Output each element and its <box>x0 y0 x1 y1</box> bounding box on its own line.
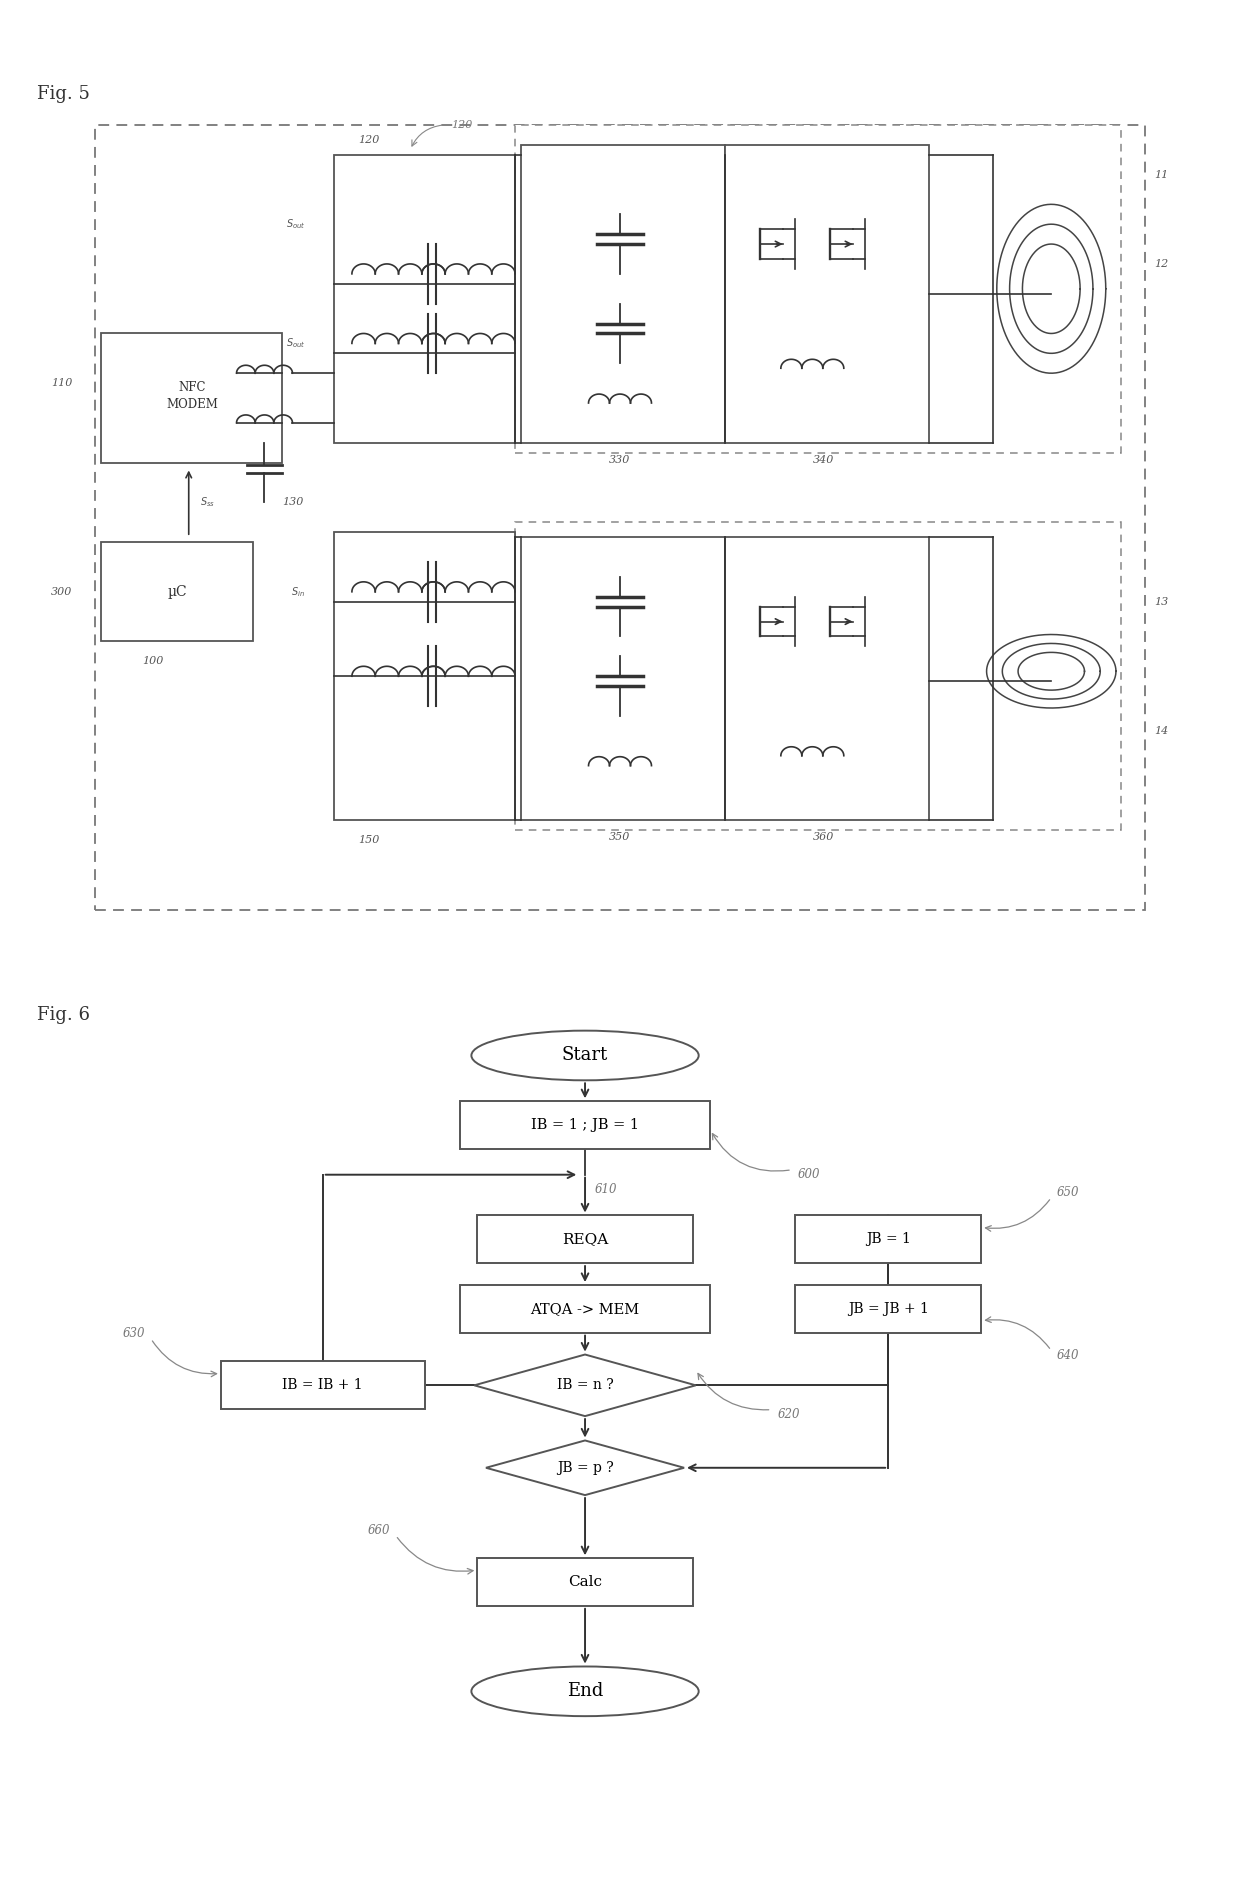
Text: 640: 640 <box>1056 1349 1080 1362</box>
Text: IB = 1 ; JB = 1: IB = 1 ; JB = 1 <box>531 1118 639 1131</box>
Bar <box>521 145 725 443</box>
Bar <box>335 532 515 821</box>
Text: 300: 300 <box>51 586 72 598</box>
Bar <box>725 537 929 821</box>
Bar <box>795 1216 981 1263</box>
Bar <box>515 124 1121 453</box>
Text: JB = JB + 1: JB = JB + 1 <box>848 1302 929 1315</box>
Text: 13: 13 <box>1154 598 1168 607</box>
Bar <box>795 1285 981 1332</box>
Text: 610: 610 <box>594 1182 616 1195</box>
Text: Start: Start <box>562 1047 608 1065</box>
Bar <box>477 1216 693 1263</box>
Text: $S_{out}$: $S_{out}$ <box>285 218 305 231</box>
Ellipse shape <box>471 1032 698 1080</box>
Text: Fig. 6: Fig. 6 <box>37 1005 91 1024</box>
Text: Calc: Calc <box>568 1575 603 1590</box>
Bar <box>221 1362 425 1409</box>
Text: REQA: REQA <box>562 1233 608 1246</box>
Text: NFC
MODEM: NFC MODEM <box>166 381 218 412</box>
Text: 650: 650 <box>1056 1186 1080 1199</box>
Bar <box>335 154 515 443</box>
Text: 120: 120 <box>357 135 379 145</box>
Text: µC: µC <box>167 584 187 599</box>
Polygon shape <box>486 1441 684 1496</box>
Text: $S_{in}$: $S_{in}$ <box>291 584 305 599</box>
Text: 14: 14 <box>1154 725 1168 737</box>
Text: 130: 130 <box>281 498 304 507</box>
Text: JB = 1: JB = 1 <box>866 1233 910 1246</box>
Text: $S_{ss}$: $S_{ss}$ <box>201 496 216 509</box>
Text: 360: 360 <box>813 832 835 842</box>
Bar <box>725 145 929 443</box>
Text: 350: 350 <box>609 832 631 842</box>
Text: 120: 120 <box>451 120 472 130</box>
Text: 600: 600 <box>797 1169 820 1182</box>
Text: 330: 330 <box>609 455 631 464</box>
Text: 660: 660 <box>367 1524 389 1537</box>
Text: IB = n ?: IB = n ? <box>557 1379 614 1392</box>
Text: End: End <box>567 1682 603 1700</box>
Bar <box>460 1285 711 1332</box>
Polygon shape <box>474 1355 696 1417</box>
Bar <box>515 522 1121 831</box>
Bar <box>102 333 281 462</box>
Text: 100: 100 <box>143 656 164 667</box>
Text: 340: 340 <box>813 455 835 464</box>
Text: 620: 620 <box>777 1407 800 1421</box>
Text: 11: 11 <box>1154 169 1168 180</box>
Ellipse shape <box>471 1667 698 1716</box>
Bar <box>460 1101 711 1148</box>
Text: $S_{out}$: $S_{out}$ <box>285 336 305 349</box>
Text: 110: 110 <box>51 378 72 389</box>
Text: IB = IB + 1: IB = IB + 1 <box>283 1379 363 1392</box>
Bar <box>102 543 253 641</box>
Bar <box>477 1558 693 1607</box>
Text: ATQA -> MEM: ATQA -> MEM <box>531 1302 640 1315</box>
Text: 630: 630 <box>123 1327 145 1340</box>
Bar <box>521 537 725 821</box>
Text: JB = p ?: JB = p ? <box>557 1460 614 1475</box>
Text: Fig. 5: Fig. 5 <box>37 85 91 103</box>
Text: 150: 150 <box>357 834 379 846</box>
Text: 12: 12 <box>1154 259 1168 269</box>
